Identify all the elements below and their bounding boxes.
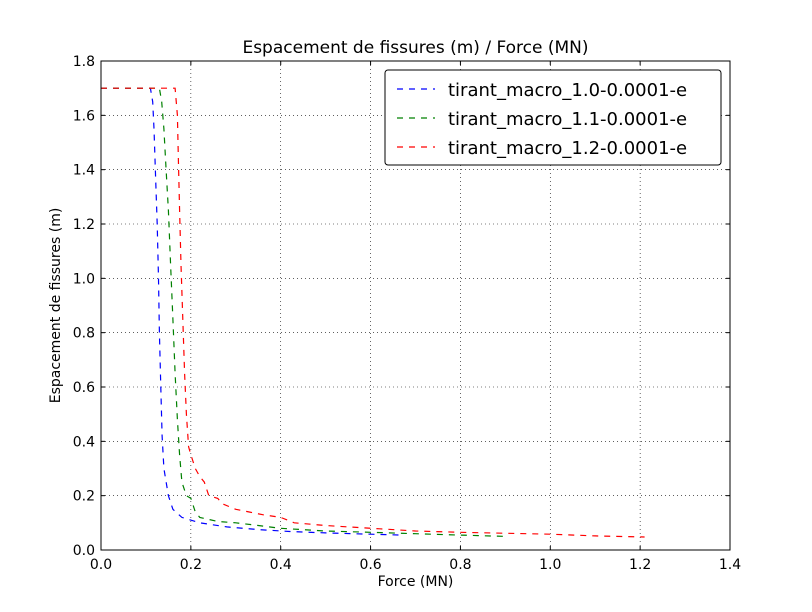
x-axis-label: Force (MN) [378, 574, 454, 590]
y-tick-label: 1.0 [73, 271, 95, 287]
series-line-2 [101, 87, 645, 538]
series-line-0 [101, 87, 403, 536]
y-tick-label: 0.6 [73, 380, 95, 396]
legend-label-2: tirant_macro_1.2-0.0001-e [448, 138, 687, 159]
y-axis-label: Espacement de fissures (m) [48, 208, 64, 404]
y-tick-label: 0.8 [73, 326, 95, 342]
legend: tirant_macro_1.0-0.0001-e tirant_macro_1.… [384, 69, 722, 166]
chart-title: Espacement de fissures (m) / Force (MN) [242, 38, 588, 58]
x-tick-label: 1.2 [629, 557, 651, 573]
axis-ticks: 0.0 0.2 0.4 0.6 0.8 1.0 1.2 1.4 0.0 0.2 0.4 0.6 0.8 1… [73, 54, 741, 573]
x-tick-label: 1.0 [539, 557, 561, 573]
legend-label-1: tirant_macro_1.1-0.0001-e [448, 109, 687, 130]
x-tick-label: 0.6 [359, 557, 381, 573]
y-tick-label: 0.0 [73, 543, 95, 559]
y-tick-label: 0.4 [73, 434, 95, 450]
grid [101, 61, 730, 550]
legend-box [384, 69, 722, 166]
x-tick-label: 0.2 [180, 557, 202, 573]
y-tick-label: 1.6 [73, 108, 95, 124]
x-tick-label: 1.4 [719, 557, 741, 573]
legend-label-0: tirant_macro_1.0-0.0001-e [448, 80, 687, 101]
x-tick-label: 0.0 [90, 557, 112, 573]
y-tick-label: 1.4 [73, 163, 95, 179]
y-tick-label: 1.8 [73, 54, 95, 70]
plot-frame [100, 60, 731, 551]
x-tick-label: 0.4 [270, 557, 292, 573]
x-tick-label: 0.8 [449, 557, 471, 573]
series-lines [101, 87, 645, 538]
y-tick-label: 1.2 [73, 217, 95, 233]
y-tick-label: 0.2 [73, 489, 95, 505]
